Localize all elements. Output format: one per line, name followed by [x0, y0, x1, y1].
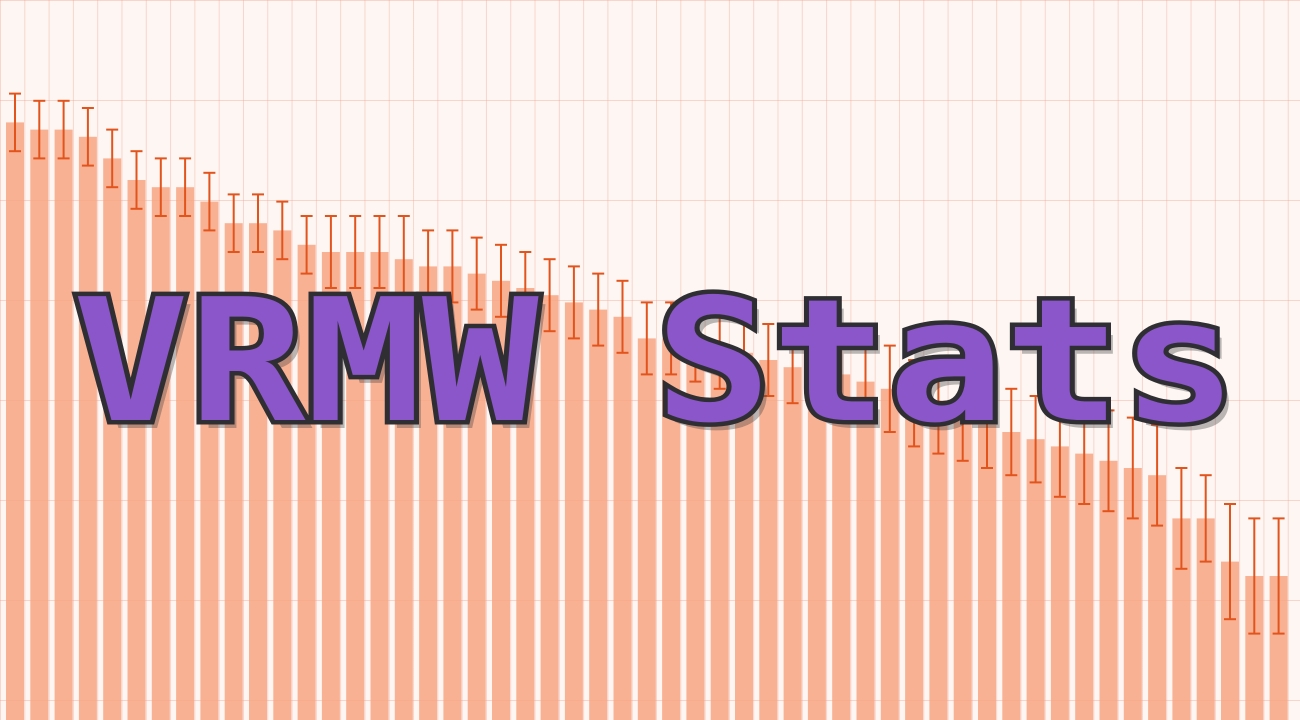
- bar: [492, 280, 510, 720]
- bar: [516, 288, 535, 720]
- bar: [1245, 576, 1264, 720]
- bar: [832, 374, 851, 720]
- bar: [783, 367, 802, 720]
- bar: [467, 273, 486, 720]
- bar: [297, 244, 316, 720]
- bar: [953, 417, 972, 720]
- chart-title: VRMW Stats: [73, 263, 1238, 461]
- bar: [880, 388, 899, 720]
- bar: [1148, 475, 1167, 720]
- bar: [443, 266, 462, 720]
- bar: [54, 129, 73, 720]
- bar: [978, 424, 996, 720]
- bar: [856, 381, 875, 720]
- bar: [613, 316, 632, 720]
- bar: [929, 410, 948, 720]
- bar: [710, 352, 729, 720]
- bar: [200, 201, 219, 720]
- bar: [589, 309, 608, 720]
- bar: [735, 352, 753, 720]
- bar: [1123, 468, 1142, 720]
- bar: [759, 360, 778, 720]
- bar: [1196, 518, 1215, 720]
- bar: [419, 266, 438, 720]
- bar: [6, 122, 24, 720]
- bar: [637, 338, 656, 720]
- bar: [394, 259, 413, 720]
- bar: [78, 136, 97, 720]
- bars: [6, 92, 1288, 720]
- bar: [1221, 561, 1239, 720]
- bar: [905, 403, 924, 720]
- bar: [1269, 576, 1288, 720]
- bar: [273, 230, 292, 720]
- title-shadow: VRMW Stats: [80, 271, 1245, 469]
- bar: [321, 252, 340, 720]
- bar: [151, 187, 170, 720]
- bar: [30, 129, 49, 720]
- bar: [176, 187, 195, 720]
- bar: [540, 295, 559, 720]
- bar: [1026, 439, 1045, 720]
- bar: [1002, 432, 1021, 720]
- bar: [564, 302, 583, 720]
- bar: [127, 180, 146, 720]
- bar: [103, 158, 122, 720]
- bar: [224, 223, 243, 720]
- bar: [370, 252, 389, 720]
- bar: [346, 252, 365, 720]
- bar: [1099, 460, 1118, 720]
- bar: [1050, 446, 1069, 720]
- bar: [1075, 453, 1094, 720]
- bar: [807, 367, 826, 720]
- bar: [249, 223, 267, 720]
- bar: [686, 345, 705, 720]
- bar: [662, 338, 681, 720]
